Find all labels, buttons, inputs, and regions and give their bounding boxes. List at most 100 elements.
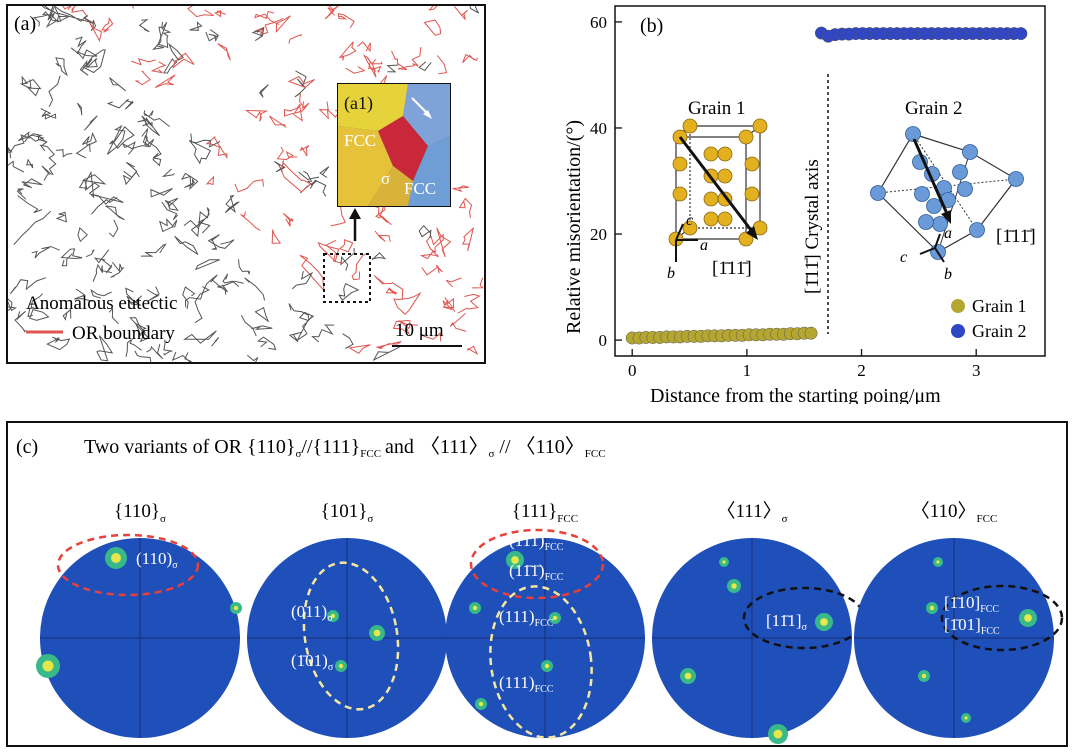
legend-item: OR boundary [72,323,175,344]
or-boundary-segment [299,254,325,293]
grain-boundary-segment [92,263,112,282]
or-boundary-segment [348,344,371,354]
or-boundary-segment [205,175,215,186]
grain-boundary-segment [29,308,50,321]
grain-boundary-segment [108,219,119,238]
grain-boundary-segment [207,234,235,249]
grain-boundary-segment [244,277,266,301]
grain-boundary-segment [174,235,199,255]
grain-boundary-segment [342,333,354,349]
grain-boundary-segment [180,172,199,191]
grain2-atom [1008,171,1024,187]
grain-boundary-segment [157,22,172,49]
or-boundary-segment [362,54,377,78]
grain1-atom [752,118,768,134]
grain-boundary-segment [106,98,134,110]
pole-annotation: (11̄1̄)FCC [509,561,564,583]
grain2-atom [926,198,942,214]
panel-a: (a1) FCC σ FCC (a) Anomalous eutectic OR… [6,4,486,364]
or-boundary-segment [385,287,398,295]
grain-boundary-segment [184,274,218,308]
grain-boundary-segment [138,19,150,33]
grain-boundary-segment [205,29,219,43]
pole-annotation: (011)σ [291,602,333,624]
or-boundary-segment [375,205,386,219]
grain1-atom [744,186,760,202]
grain-boundary-segment [13,210,52,246]
grain1-atom [717,211,733,227]
or-boundary-segment [205,136,228,160]
x-tick-label: 3 [972,361,981,380]
grain-boundary-segment [167,197,179,208]
g1-axis-c: c [686,212,693,229]
grain-boundary-segment [211,337,220,347]
grain-boundary-segment [190,207,210,238]
or-boundary-segment [150,61,167,74]
grain-boundary-segment [137,116,160,137]
grain-boundary-segment [225,195,236,214]
grain-boundary-segment [319,166,330,178]
legend-marker-grain1 [951,299,965,313]
grain-boundary-segment [125,338,142,357]
grain-boundary-segment [82,49,106,74]
grain-boundary-segment [128,138,155,155]
grain-boundary-segment [251,26,265,42]
pole-figure-title: 〈110〉FCC [911,500,998,525]
pole-figure: 〈110〉FCC [1̄10]FCC[1̄01]FCC [854,500,1064,738]
or-boundary-segment [213,10,226,18]
grain-boundary-segment [17,195,43,214]
or-boundary-segment [462,53,479,64]
grain-boundary-segment [469,6,480,14]
variant-ring [56,533,200,597]
or-boundary-segment [131,58,156,66]
or-boundary-segment [452,185,470,193]
or-boundary-segment [345,66,366,74]
grain-boundary-segment [108,307,119,325]
or-boundary-segment [132,6,135,9]
or-boundary-segment [398,320,418,329]
grain-boundary-segment [217,280,244,295]
grain-boundary-segment [74,288,93,302]
pole-spot-core [552,615,558,621]
pole-figure-title: {101}σ [321,501,374,525]
grain-boundary-segment [182,286,196,309]
pole-spot-core [472,605,478,611]
or-boundary-segment [276,146,298,161]
or-boundary-segment [351,252,369,281]
grain-boundary-segment [190,133,221,148]
grain1-atom [682,118,698,134]
grain-boundary-segment [418,61,432,72]
grain-boundary-segment [55,57,68,77]
inset-phase-2: σ [381,169,390,188]
grain-boundary-segment [91,197,118,215]
grain-boundary-segment [288,331,302,343]
or-boundary-segment [374,230,391,242]
panel-c-title: Two variants of OR {110}σ//{111}FCC and 〈1… [84,436,606,460]
pole-figure-title: {110}σ [114,501,166,525]
grain-boundary-segment [90,193,124,205]
grain-boundary-segment [311,324,335,343]
pole-spot-core [964,716,968,720]
variant-ring [302,561,400,711]
or-boundary-segment [317,242,340,263]
grain-boundary-segment [224,201,241,214]
grain-boundary-segment [182,330,217,344]
grain-boundary-segment [109,126,135,149]
g1-axis-b: b [667,265,675,282]
legend-marker-grain2 [951,324,965,338]
variant-ring [940,584,1064,652]
or-boundary-segment [458,197,473,219]
or-boundary-segment [282,212,294,227]
grain-boundary-segment [78,174,107,189]
grain1-point [804,326,818,340]
grain1-atom [744,156,760,172]
grain-boundary-segment [135,322,147,337]
g2-axis-c: c [900,249,907,266]
grain-boundary-segment [9,134,30,159]
grain-boundary-segment [55,149,73,158]
grain-boundary-segment [40,108,52,117]
grain-boundary-segment [340,247,355,271]
pole-figure: {110}σ (110)σ [36,501,242,738]
x-tick-label: 1 [743,361,752,380]
pole-annotation: [1̄01]FCC [944,615,1000,637]
